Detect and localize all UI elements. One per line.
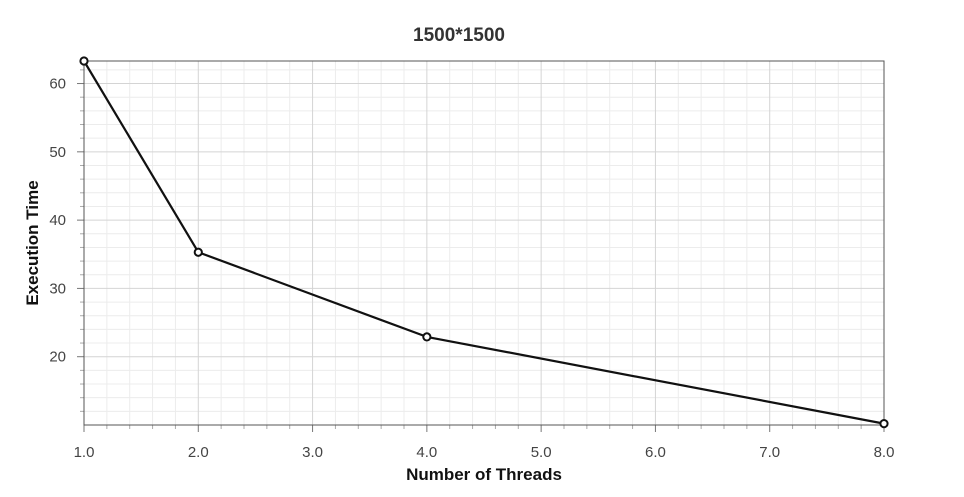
y-tick-label: 20: [49, 349, 66, 366]
axis-ticks: [77, 69, 885, 432]
x-tick-label: 8.0: [874, 444, 895, 461]
series-group: [79, 56, 889, 429]
series-line: [83, 60, 885, 425]
x-tick-label: 3.0: [302, 444, 323, 461]
y-tick-label: 50: [49, 144, 66, 161]
y-tick-label: 60: [49, 76, 66, 93]
x-tick-label: 5.0: [531, 444, 552, 461]
y-tick-label: 30: [49, 280, 66, 297]
x-tick-label: 4.0: [416, 444, 437, 461]
y-axis-title: Execution Time: [23, 180, 42, 305]
chart-title: 1500*1500: [413, 25, 505, 46]
data-point: [879, 419, 889, 429]
x-tick-label: 1.0: [74, 444, 95, 461]
x-axis-title: Number of Threads: [406, 465, 562, 484]
plot-frame: [83, 60, 885, 426]
data-point: [79, 56, 89, 66]
x-tick-labels: 1.0 2.0 3.0 4.0 5.0 6.0 7.0 8.0: [74, 444, 895, 461]
y-tick-label: 40: [49, 212, 66, 229]
x-tick-label: 2.0: [188, 444, 209, 461]
data-point: [193, 247, 203, 257]
x-tick-label: 6.0: [645, 444, 666, 461]
grid-lines: [83, 61, 885, 425]
y-tick-labels: 20 30 40 50 60: [49, 76, 66, 366]
data-point: [422, 332, 432, 342]
x-tick-label: 7.0: [759, 444, 780, 461]
